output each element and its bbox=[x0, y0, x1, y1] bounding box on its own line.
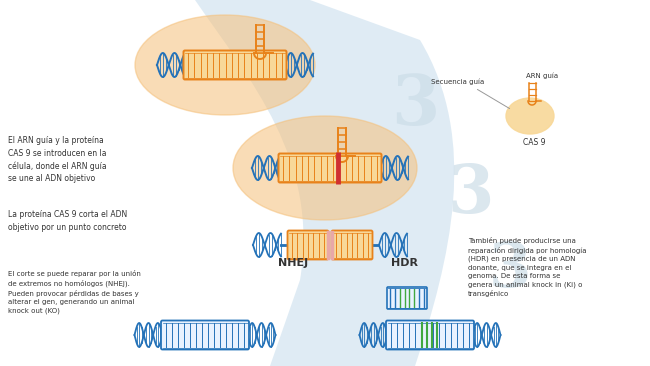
Text: 3: 3 bbox=[391, 71, 439, 138]
FancyBboxPatch shape bbox=[183, 51, 287, 79]
PathPatch shape bbox=[195, 0, 454, 366]
Text: ARN guía: ARN guía bbox=[526, 73, 558, 79]
Text: 3: 3 bbox=[489, 240, 531, 300]
FancyBboxPatch shape bbox=[287, 231, 328, 259]
FancyBboxPatch shape bbox=[332, 231, 372, 259]
Text: Secuencia guía: Secuencia guía bbox=[432, 79, 485, 85]
Text: El corte se puede reparar por la unión
de extremos no homólogos (NHEJ).
Pueden p: El corte se puede reparar por la unión d… bbox=[8, 270, 141, 314]
FancyBboxPatch shape bbox=[387, 287, 427, 309]
FancyBboxPatch shape bbox=[386, 321, 474, 350]
Ellipse shape bbox=[506, 98, 554, 134]
Ellipse shape bbox=[233, 116, 417, 220]
FancyBboxPatch shape bbox=[161, 321, 249, 350]
Text: También puede producirse una
reparación dirigida por homología
(HDR) en presenci: También puede producirse una reparación … bbox=[468, 237, 586, 298]
Text: La proteína CAS 9 corta el ADN
objetivo por un punto concreto: La proteína CAS 9 corta el ADN objetivo … bbox=[8, 210, 127, 232]
Ellipse shape bbox=[135, 15, 315, 115]
Text: El ARN guía y la proteína
CAS 9 se introducen en la
célula, donde el ARN guía
se: El ARN guía y la proteína CAS 9 se intro… bbox=[8, 136, 107, 183]
FancyBboxPatch shape bbox=[278, 153, 382, 183]
Text: HDR: HDR bbox=[391, 258, 419, 268]
Text: CAS 9: CAS 9 bbox=[523, 138, 545, 147]
Text: NHEJ: NHEJ bbox=[278, 258, 308, 268]
Text: 3: 3 bbox=[447, 163, 493, 228]
